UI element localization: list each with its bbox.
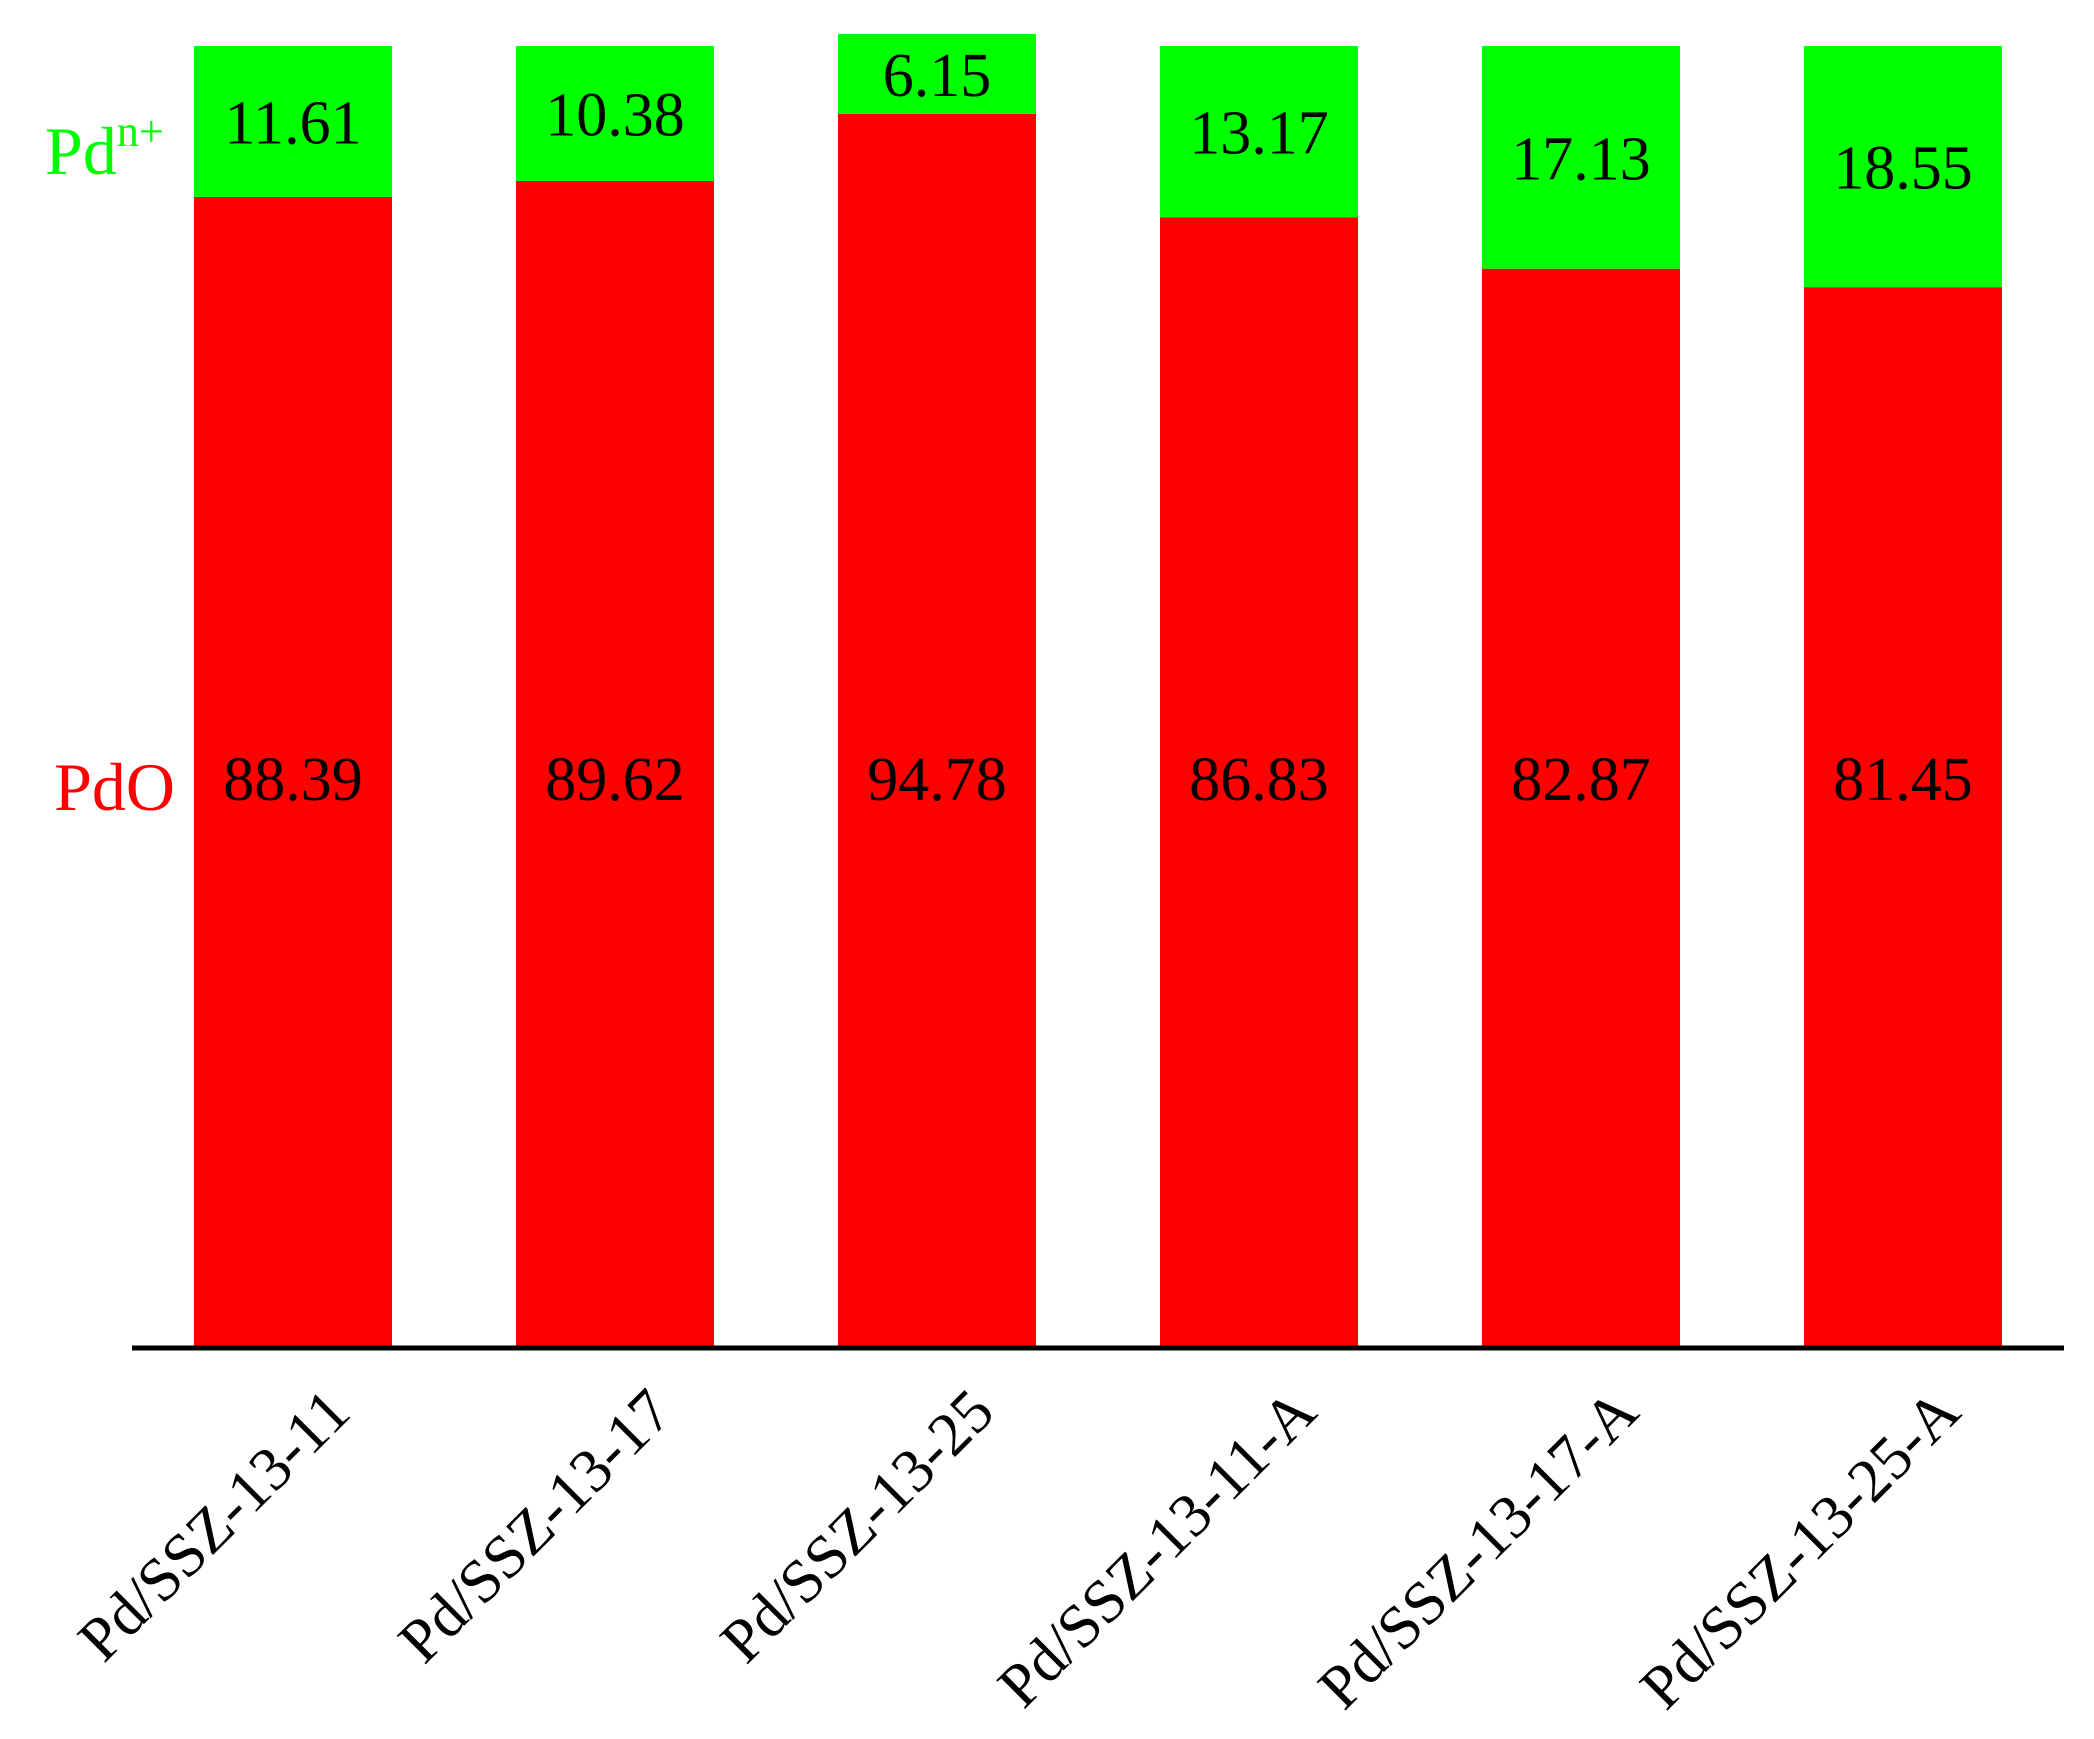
legend-label-pd-n-plus: Pdn+ (45, 107, 164, 189)
data-label-pdo-pd-ssz-13-11-a: 86.83 (1189, 746, 1329, 814)
bar-pdo-pd-ssz-13-25 (838, 113, 1036, 1347)
bar-pd-n-plus-pd-ssz-13-11 (194, 46, 392, 197)
data-label-pd-n-plus-pd-ssz-13-25: 6.15 (883, 42, 992, 110)
data-label-pdo-pd-ssz-13-17-a: 82.87 (1511, 746, 1651, 814)
bar-pd-n-plus-pd-ssz-13-25-a (1804, 46, 2002, 288)
legend-label-pdo: PdO (54, 749, 175, 825)
bar-pdo-pd-ssz-13-11-a (1160, 217, 1358, 1347)
x-tick-label-pd-ssz-13-11: Pd/SSZ-13-11 (66, 1377, 363, 1674)
data-label-pd-n-plus-pd-ssz-13-25-a: 18.55 (1833, 135, 1973, 203)
bar-pd-n-plus-pd-ssz-13-25 (838, 33, 1036, 114)
bar-pd-n-plus-pd-ssz-13-17 (516, 46, 714, 181)
legend-label-n-plus-superscript: n+ (117, 107, 164, 156)
data-label-pd-n-plus-pd-ssz-13-11: 11.61 (224, 89, 361, 157)
bars-layer (194, 33, 2002, 1347)
bar-value-labels: 88.39 11.61 89.62 10.38 94.78 6.15 86.83 13.17 8… (223, 42, 1973, 814)
legend: PdO Pdn+ (45, 107, 175, 825)
bar-pdo-pd-ssz-13-25-a (1804, 287, 2002, 1346)
data-label-pdo-pd-ssz-13-25: 94.78 (867, 746, 1007, 814)
x-tick-label-pd-ssz-13-17-a: Pd/SSZ-13-17-A (1306, 1377, 1651, 1722)
bar-pdo-pd-ssz-13-17 (516, 180, 714, 1347)
x-axis-tick-labels: Pd/SSZ-13-11 Pd/SSZ-13-17 Pd/SSZ-13-25Pd/S… (66, 1377, 1974, 1722)
data-label-pdo-pd-ssz-13-17: 89.62 (545, 746, 685, 814)
x-tick-label-pd-ssz-13-25-a: Pd/SSZ-13-25-A (1628, 1377, 1973, 1722)
bar-pdo-pd-ssz-13-11 (194, 196, 392, 1347)
data-label-pd-n-plus-pd-ssz-13-17-a: 17.13 (1511, 125, 1651, 193)
legend-label-pd-base: Pd (45, 113, 117, 189)
data-label-pdo-pd-ssz-13-25-a: 81.45 (1833, 746, 1973, 814)
x-tick-label-pd-ssz-13-17: Pd/SSZ-13-17 (386, 1377, 685, 1676)
bar-pd-n-plus-pd-ssz-13-17-a (1482, 46, 1680, 269)
bar-pdo-pd-ssz-13-17-a (1482, 268, 1680, 1347)
data-label-pd-n-plus-pd-ssz-13-17: 10.38 (545, 81, 685, 149)
x-tick-label-pd-ssz-13-25: Pd/SSZ-13-25 (708, 1377, 1007, 1676)
bar-pd-n-plus-pd-ssz-13-11-a (1160, 46, 1358, 218)
x-tick-label-pd-ssz-13-11-a: Pd/SSZ-13-11-A (985, 1377, 1329, 1721)
data-label-pdo-pd-ssz-13-11: 88.39 (223, 746, 363, 814)
data-label-pd-n-plus-pd-ssz-13-11-a: 13.17 (1189, 100, 1329, 168)
